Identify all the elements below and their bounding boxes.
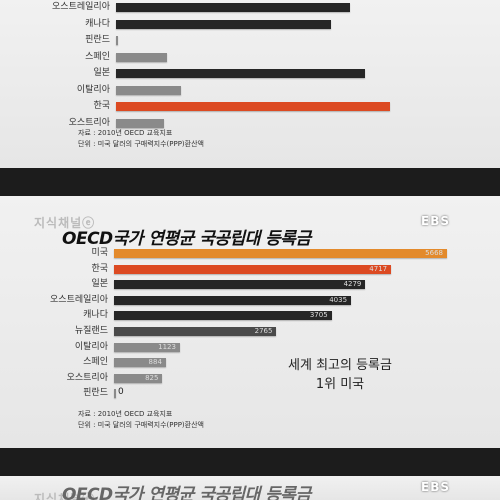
bar-4 bbox=[116, 69, 365, 78]
channel-watermark: 지식채널ⓔ bbox=[34, 216, 96, 230]
chart-title: OECD국가 연평균 국공립대 등록금 bbox=[62, 229, 311, 249]
source-line-1: 자료 : 2010년 OECD 교육지표 bbox=[78, 129, 173, 137]
bar-8 bbox=[114, 373, 163, 383]
chart-panel-bottom: 지식채널ⓔ OECD국가 연평균 국공립대 등록금 EBS bbox=[0, 476, 500, 500]
bar-7 bbox=[114, 358, 166, 368]
bar-value-0: 5668 bbox=[425, 249, 443, 257]
bar-6 bbox=[116, 102, 390, 111]
source-line-2: 단위 : 미국 달러의 구매력지수(PPP)환산액 bbox=[78, 140, 204, 148]
annotation-line-2: 1위 미국 bbox=[315, 377, 365, 392]
main-source-line-1: 자료 : 2010년 OECD 교육지표 bbox=[78, 410, 173, 418]
bar-2 bbox=[114, 280, 366, 290]
bar-value-3: 4035 bbox=[329, 295, 348, 304]
bar-value-7: 884 bbox=[148, 358, 162, 367]
bar-value-1: 4717 bbox=[369, 264, 388, 273]
bar-3 bbox=[114, 295, 352, 305]
chart-panel-main: 지식채널ⓔ EBS OECD국가 연평균 국공립대 등록금 미국 5668 한국 47… bbox=[0, 196, 500, 448]
bar-label-2: 핀란드 bbox=[85, 35, 110, 45]
bar-label-3: 스페인 bbox=[85, 51, 110, 62]
bar-label-1: 한국 bbox=[91, 263, 108, 274]
bar-label-6: 이탈리아 bbox=[74, 341, 108, 352]
bottom-title-partial: OECD국가 연평균 국공립대 등록금 bbox=[62, 485, 311, 500]
bar-4 bbox=[114, 311, 332, 321]
bar-value-8: 825 bbox=[145, 373, 159, 382]
annotation-line-1: 세계 최고의 등록금 bbox=[288, 358, 392, 373]
bar-3 bbox=[116, 52, 168, 62]
bar-0 bbox=[116, 3, 351, 12]
bar-value-6: 1123 bbox=[158, 342, 176, 351]
bar-label-7: 오스트리아 bbox=[68, 117, 110, 128]
chart-annotation: 세계 최고의 등록금 1위 미국 bbox=[265, 356, 415, 394]
bar-1 bbox=[116, 19, 332, 29]
ebs-logo: EBS bbox=[421, 214, 450, 228]
bar-value-2: 4279 bbox=[343, 280, 362, 289]
main-source-line-2: 단위 : 미국 달러의 구매력지수(PPP)환산액 bbox=[78, 421, 204, 429]
bar-label-0: 미국 bbox=[91, 248, 108, 258]
bar-label-4: 캐나다 bbox=[83, 310, 108, 321]
bar-2 bbox=[116, 36, 118, 45]
bar-5 bbox=[114, 327, 277, 336]
bar-label-4: 일본 bbox=[93, 68, 110, 78]
bar-9 bbox=[114, 389, 116, 399]
bottom-watermark: 지식채널ⓔ bbox=[34, 492, 96, 500]
bar-5 bbox=[116, 85, 182, 95]
bar-label-7: 스페인 bbox=[83, 357, 108, 368]
bar-label-0: 오스트레일리아 bbox=[52, 2, 110, 12]
bar-1 bbox=[114, 264, 392, 274]
bar-label-8: 오스트리아 bbox=[66, 372, 108, 383]
bar-value-4: 3705 bbox=[309, 311, 328, 320]
bar-label-3: 오스트레일리아 bbox=[50, 294, 108, 305]
bar-7 bbox=[116, 118, 164, 128]
bar-value-9: 0 bbox=[118, 387, 124, 398]
bar-label-5: 뉴질랜드 bbox=[74, 326, 108, 336]
bar-label-2: 일본 bbox=[91, 279, 108, 290]
bar-0 bbox=[114, 249, 447, 258]
bar-label-9: 핀란드 bbox=[83, 388, 108, 399]
bar-label-5: 이탈리아 bbox=[76, 84, 110, 95]
bar-6 bbox=[114, 342, 180, 352]
bar-label-6: 한국 bbox=[93, 101, 110, 111]
bottom-ebs-logo: EBS bbox=[421, 480, 450, 494]
bar-value-5: 2765 bbox=[254, 327, 273, 335]
bar-label-1: 캐나다 bbox=[85, 18, 110, 29]
